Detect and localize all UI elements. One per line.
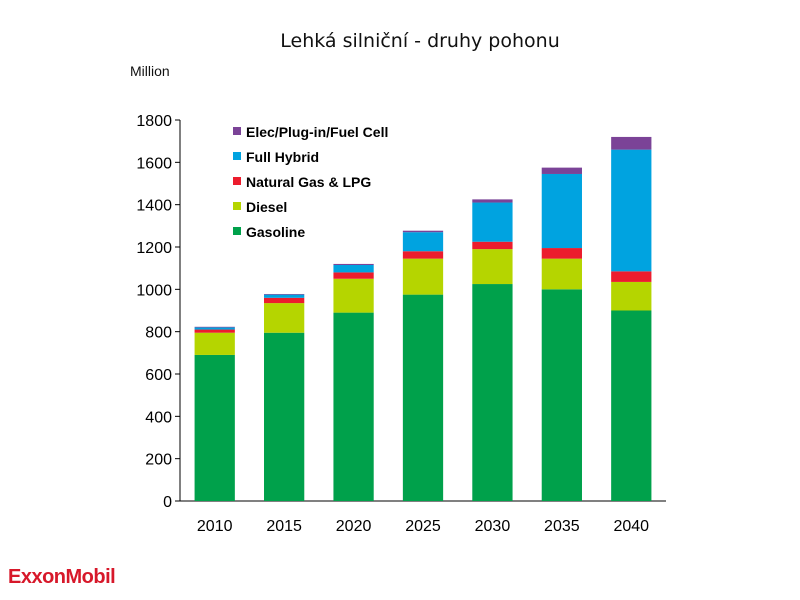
bar-segment-gasoline-2025 [402, 294, 444, 501]
bar-segment-full-hybrid-2035 [541, 173, 582, 249]
legend-swatch [233, 127, 241, 135]
legend-label: Diesel [246, 199, 287, 215]
bar-segment-full-hybrid-2020 [333, 264, 374, 273]
x-tick-label: 2035 [544, 518, 580, 535]
bar-segment-gasoline-2010 [194, 354, 235, 501]
legend-swatch [233, 227, 241, 235]
bar-segment-natural-gas-lpg-2025 [402, 251, 444, 259]
bar-segment-elec-plug-in-fuel-cell-2030 [472, 199, 513, 203]
bar-segment-gasoline-2030 [472, 284, 513, 501]
bar-segment-gasoline-2040 [611, 310, 652, 501]
y-tick-label: 200 [145, 452, 172, 469]
bar-segment-diesel-2015 [264, 303, 305, 333]
bar-segment-full-hybrid-2010 [194, 327, 235, 330]
y-tick-label: 400 [145, 409, 172, 426]
x-tick-label: 2040 [613, 518, 649, 535]
bar-segment-full-hybrid-2040 [611, 149, 652, 272]
bar-segment-gasoline-2015 [264, 332, 305, 501]
exxonmobil-logo: ExxonMobil [8, 566, 116, 588]
y-tick-label: 1000 [136, 282, 172, 299]
y-tick-label: 0 [163, 494, 172, 511]
legend-swatch [233, 202, 241, 210]
bar-segment-natural-gas-lpg-2040 [611, 271, 652, 282]
x-tick-label: 2030 [475, 518, 511, 535]
legend-label: Gasoline [246, 224, 305, 240]
y-tick-label: 600 [145, 367, 172, 384]
bar-segment-full-hybrid-2025 [402, 232, 444, 252]
y-tick-label: 1800 [136, 113, 172, 130]
bar-segment-elec-plug-in-fuel-cell-2010 [194, 326, 235, 328]
bar-segment-natural-gas-lpg-2020 [333, 272, 374, 279]
legend-swatch [233, 152, 241, 160]
y-tick-label: 800 [145, 325, 172, 342]
legend-swatch [233, 177, 241, 185]
bar-segment-natural-gas-lpg-2035 [541, 248, 582, 259]
chart-title: Lehká silniční - druhy pohonu [280, 30, 560, 52]
y-tick-label: 1400 [136, 198, 172, 215]
y-axis-unit-label: Million [130, 63, 170, 79]
bar-segment-diesel-2020 [333, 278, 374, 313]
x-tick-label: 2010 [197, 518, 233, 535]
bar-segment-diesel-2010 [194, 332, 235, 355]
y-tick-label: 1600 [136, 155, 172, 172]
legend-label: Natural Gas & LPG [246, 174, 371, 190]
bar-segment-elec-plug-in-fuel-cell-2025 [402, 230, 444, 233]
bar-segment-elec-plug-in-fuel-cell-2040 [611, 136, 652, 150]
x-tick-label: 2025 [405, 518, 441, 535]
bar-segment-full-hybrid-2015 [264, 294, 305, 298]
legend-label: Full Hybrid [246, 149, 319, 165]
bar-segment-diesel-2040 [611, 281, 652, 311]
bar-segment-elec-plug-in-fuel-cell-2035 [541, 167, 582, 174]
bar-segment-diesel-2025 [402, 258, 444, 295]
legend-label: Elec/Plug-in/Fuel Cell [246, 124, 388, 140]
bar-segment-diesel-2030 [472, 249, 513, 285]
x-tick-label: 2015 [266, 518, 302, 535]
bar-segment-gasoline-2035 [541, 289, 582, 501]
bar-segment-gasoline-2020 [333, 312, 374, 501]
bar-segment-natural-gas-lpg-2030 [472, 241, 513, 250]
bar-segment-elec-plug-in-fuel-cell-2020 [333, 263, 374, 265]
bar-segment-elec-plug-in-fuel-cell-2015 [264, 293, 305, 295]
y-tick-label: 1200 [136, 240, 172, 257]
x-tick-label: 2020 [336, 518, 372, 535]
bar-segment-natural-gas-lpg-2010 [194, 329, 235, 333]
bar-segment-full-hybrid-2030 [472, 202, 513, 242]
bar-segment-diesel-2035 [541, 258, 582, 290]
bar-segment-natural-gas-lpg-2015 [264, 297, 305, 304]
